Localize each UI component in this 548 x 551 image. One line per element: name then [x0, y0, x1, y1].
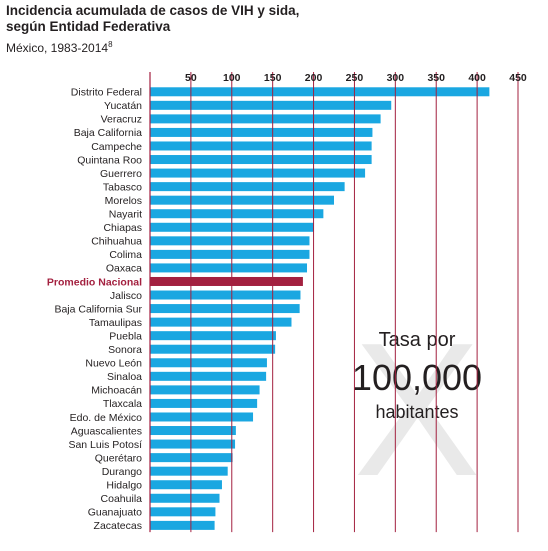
chart-subtitle-text: México, 1983-2014 [6, 41, 109, 55]
category-label-10: Chiapas [103, 222, 142, 234]
category-label-2: Veracruz [101, 114, 142, 126]
bar-15 [150, 290, 301, 300]
bar-18 [150, 331, 276, 341]
bar-28 [150, 466, 228, 476]
category-label-13: Oaxaca [106, 263, 142, 275]
category-label-3: Baja California [74, 127, 142, 139]
category-label-12: Colima [109, 249, 142, 261]
category-label-26: San Luis Potosí [68, 439, 142, 451]
bar-12 [150, 249, 310, 259]
category-label-25: Aguascalientes [71, 425, 142, 437]
x-tick-label-250: 250 [346, 72, 364, 84]
overlay-line3: habitantes [375, 402, 458, 422]
category-label-28: Durango [102, 466, 142, 478]
category-label-14: Promedio Nacional [47, 276, 142, 288]
bar-0 [150, 87, 490, 97]
bar-19 [150, 344, 276, 354]
bar-30 [150, 493, 220, 503]
category-label-31: Guanajuato [88, 507, 142, 519]
bar-23 [150, 398, 258, 408]
bar-6 [150, 168, 366, 178]
watermark: X Tasa por 100,000 habitantes [352, 304, 482, 516]
chart-title: Incidencia acumulada de casos de VIH y s… [6, 3, 299, 35]
x-tick-label-200: 200 [305, 72, 323, 84]
category-label-19: Sonora [108, 344, 142, 356]
x-tick-label-400: 400 [468, 72, 486, 84]
category-label-1: Yucatán [104, 100, 142, 112]
category-label-30: Coahuila [101, 493, 143, 505]
x-tick-label-350: 350 [427, 72, 445, 84]
tick-labels-group: 50 100 150 200 250 300 350 400 450 [185, 72, 527, 84]
gridlines-group [149, 72, 519, 533]
chart-subtitle: México, 1983-20148 [6, 38, 113, 55]
bar-29 [150, 480, 222, 490]
bar-22 [150, 385, 260, 395]
overlay-line2: 100,000 [352, 357, 482, 398]
x-tick-label-450: 450 [509, 72, 527, 84]
bar-14 [150, 276, 303, 286]
x-tick-label-150: 150 [264, 72, 282, 84]
chart-title-line2: según Entidad Federativa [6, 19, 171, 34]
overlay-line1: Tasa por [379, 329, 456, 351]
category-label-6: Guerrero [100, 168, 142, 180]
chart-subtitle-note: 8 [108, 40, 113, 49]
bar-2 [150, 114, 381, 124]
category-label-17: Tamaulipas [89, 317, 142, 329]
x-tick-label-300: 300 [387, 72, 405, 84]
bar-3 [150, 127, 373, 137]
category-label-20: Nuevo León [85, 358, 142, 370]
bar-9 [150, 209, 324, 219]
category-label-23: Tlaxcala [103, 398, 142, 410]
bar-1 [150, 100, 392, 110]
category-label-4: Campeche [91, 141, 142, 153]
category-label-29: Hidalgo [106, 480, 142, 492]
category-label-5: Quintana Roo [77, 154, 142, 166]
bar-8 [150, 195, 334, 205]
category-label-11: Chihuahua [91, 236, 142, 248]
bar-32 [150, 520, 215, 530]
x-tick-label-100: 100 [223, 72, 241, 84]
bar-21 [150, 371, 267, 381]
category-label-0: Distrito Federal [71, 87, 142, 99]
category-label-15: Jalisco [110, 290, 142, 302]
bar-5 [150, 155, 372, 165]
category-label-32: Zacatecas [94, 520, 142, 532]
category-label-18: Puebla [109, 330, 142, 342]
bar-31 [150, 507, 216, 517]
category-label-8: Morelos [105, 195, 142, 207]
bar-24 [150, 412, 254, 422]
category-label-22: Michoacán [91, 385, 142, 397]
category-label-7: Tabasco [103, 181, 142, 193]
bar-26 [150, 439, 236, 449]
bar-17 [150, 317, 292, 327]
category-label-9: Nayarit [109, 209, 142, 221]
bar-11 [150, 236, 310, 246]
bar-16 [150, 304, 300, 314]
bar-7 [150, 182, 345, 192]
chart-title-line1: Incidencia acumulada de casos de VIH y s… [6, 3, 300, 18]
bar-4 [150, 141, 372, 151]
category-label-27: Querétaro [95, 452, 142, 464]
category-label-24: Edo. de México [70, 412, 143, 424]
bar-13 [150, 263, 308, 273]
bar-25 [150, 426, 236, 436]
category-label-16: Baja California Sur [54, 303, 142, 315]
bar-20 [150, 358, 267, 368]
category-label-21: Sinaloa [107, 371, 142, 383]
watermark-x: X [354, 304, 481, 516]
x-tick-label-50: 50 [185, 72, 197, 84]
